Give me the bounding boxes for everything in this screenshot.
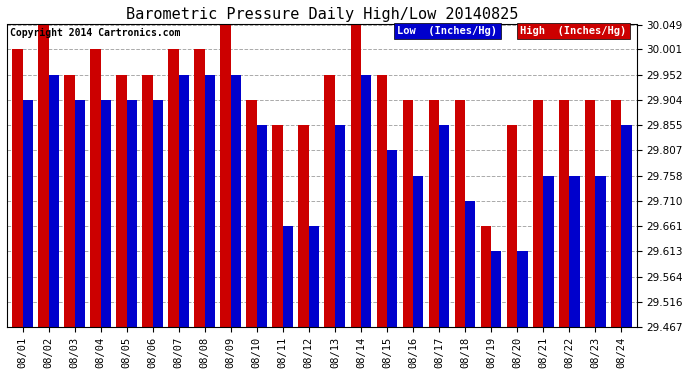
Title: Barometric Pressure Daily High/Low 20140825: Barometric Pressure Daily High/Low 20140…: [126, 7, 518, 22]
Bar: [195, 50, 205, 327]
Bar: [439, 125, 449, 327]
Bar: [413, 176, 424, 327]
Bar: [351, 24, 361, 327]
Bar: [127, 100, 137, 327]
Bar: [257, 125, 267, 327]
Bar: [90, 50, 101, 327]
Bar: [220, 24, 230, 327]
Bar: [595, 176, 606, 327]
Text: Low  (Inches/Hg): Low (Inches/Hg): [397, 26, 497, 36]
Bar: [517, 251, 528, 327]
Bar: [506, 125, 517, 327]
Bar: [335, 125, 345, 327]
Bar: [611, 100, 621, 327]
Bar: [273, 125, 283, 327]
Bar: [142, 75, 152, 327]
Bar: [543, 176, 553, 327]
Bar: [621, 125, 631, 327]
Bar: [205, 75, 215, 327]
Text: High  (Inches/Hg): High (Inches/Hg): [520, 26, 627, 36]
Bar: [48, 75, 59, 327]
Bar: [179, 75, 189, 327]
Bar: [387, 150, 397, 327]
Bar: [116, 75, 127, 327]
Bar: [465, 201, 475, 327]
Bar: [533, 100, 543, 327]
Bar: [12, 50, 23, 327]
Bar: [75, 100, 85, 327]
Bar: [23, 100, 33, 327]
Bar: [559, 100, 569, 327]
Bar: [230, 75, 241, 327]
Text: Copyright 2014 Cartronics.com: Copyright 2014 Cartronics.com: [10, 27, 181, 38]
Bar: [585, 100, 595, 327]
Bar: [481, 226, 491, 327]
Bar: [569, 176, 580, 327]
Bar: [168, 50, 179, 327]
Bar: [324, 75, 335, 327]
Bar: [491, 251, 502, 327]
Bar: [402, 100, 413, 327]
Bar: [455, 100, 465, 327]
Bar: [309, 226, 319, 327]
Bar: [299, 125, 309, 327]
Bar: [361, 75, 371, 327]
Bar: [428, 100, 439, 327]
Bar: [377, 75, 387, 327]
Bar: [38, 24, 48, 327]
Bar: [283, 226, 293, 327]
Bar: [246, 100, 257, 327]
Bar: [152, 100, 163, 327]
Bar: [101, 100, 111, 327]
Bar: [64, 75, 75, 327]
